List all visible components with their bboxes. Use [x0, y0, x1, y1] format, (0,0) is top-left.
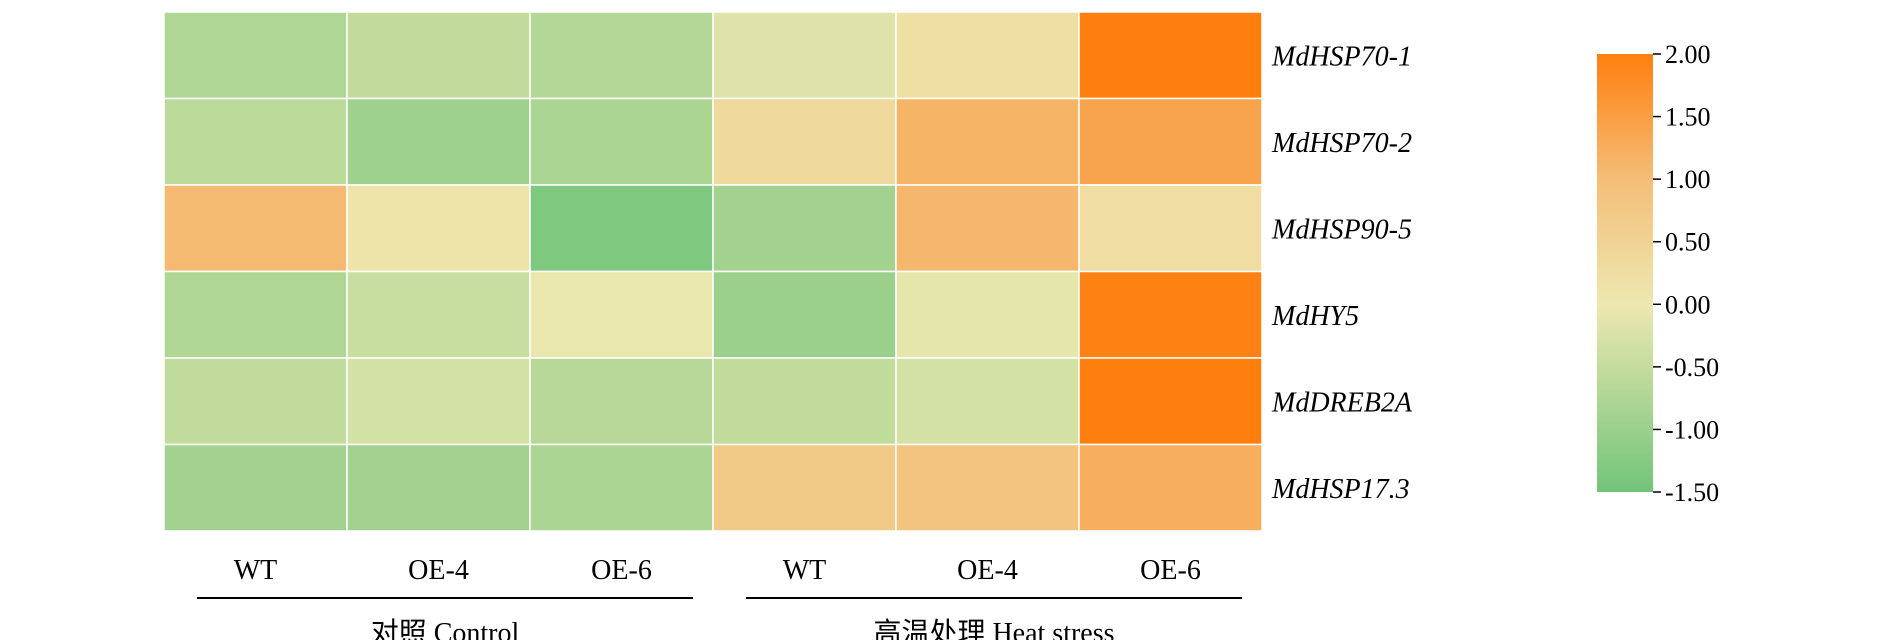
heatmap-cell	[1078, 184, 1263, 273]
row-label: MdHY5	[1271, 301, 1359, 332]
heatmap-cell	[895, 357, 1080, 446]
row-label: MdHSP90-5	[1271, 214, 1412, 245]
heatmap-cell	[529, 11, 714, 100]
heatmap-cell	[163, 443, 348, 532]
heatmap-cell	[1078, 11, 1263, 100]
heatmap-cell	[163, 184, 348, 273]
colorbar-tick-label: 1.50	[1665, 103, 1711, 132]
row-label: MdHSP70-1	[1271, 41, 1412, 72]
heatmap-cell	[346, 443, 531, 532]
heatmap-cell	[712, 184, 897, 273]
heatmap-cell	[346, 11, 531, 100]
column-label: OE-6	[591, 555, 652, 586]
column-labels: WT OE-4 OE-6 WT OE-4 OE-6	[234, 555, 1201, 586]
heatmap-cells	[163, 11, 1263, 532]
column-label: OE-4	[957, 555, 1018, 586]
group-label: 高温处理 Heat stress	[873, 617, 1114, 640]
heatmap-cell	[346, 270, 531, 359]
colorbar-tick-label: 1.00	[1665, 165, 1711, 194]
colorbar-tick-label: 0.50	[1665, 228, 1711, 257]
heatmap-cell	[1078, 97, 1263, 186]
colorbar	[1597, 54, 1653, 492]
row-label: MdHSP70-2	[1271, 128, 1412, 159]
heatmap-cell	[529, 270, 714, 359]
heatmap-cell	[712, 357, 897, 446]
colorbar-tick-label: -1.50	[1665, 478, 1719, 507]
heatmap-cell	[163, 97, 348, 186]
row-labels: MdHSP70-1 MdHSP70-2 MdHSP90-5 MdHY5 MdDREB2A…	[1271, 41, 1413, 505]
heatmap-cell	[712, 11, 897, 100]
heatmap-cell	[346, 357, 531, 446]
group-label: 对照 Control	[371, 617, 520, 640]
column-label: WT	[783, 555, 827, 586]
heatmap-cell	[529, 443, 714, 532]
heatmap-cell	[712, 97, 897, 186]
heatmap-cell	[712, 443, 897, 532]
heatmap-cell	[1078, 357, 1263, 446]
heatmap-cell	[529, 184, 714, 273]
heatmap-cell	[895, 11, 1080, 100]
row-label: MdHSP17.3	[1271, 474, 1410, 505]
heatmap-cell	[1078, 443, 1263, 532]
heatmap-cell	[346, 184, 531, 273]
colorbar-tick-label: 0.00	[1665, 290, 1711, 319]
heatmap-cell	[712, 270, 897, 359]
heatmap-cell	[529, 357, 714, 446]
heatmap-cell	[163, 270, 348, 359]
column-label: WT	[234, 555, 278, 586]
heatmap-cell	[346, 97, 531, 186]
colorbar-tick-label: -1.00	[1665, 415, 1719, 444]
colorbar-tick-label: -0.50	[1665, 353, 1719, 382]
heatmap-cell	[895, 270, 1080, 359]
heatmap-cell	[895, 443, 1080, 532]
group-labels: 对照 Control 高温处理 Heat stress	[371, 617, 1115, 640]
heatmap-cell	[895, 184, 1080, 273]
colorbar-ticks: 2.00 1.50 1.00 0.50 0.00 -0.50 -1.00 -1.50	[1653, 40, 1719, 507]
heatmap-cell	[163, 11, 348, 100]
column-label: OE-6	[1140, 555, 1201, 586]
row-label: MdDREB2A	[1271, 387, 1413, 418]
column-label: OE-4	[408, 555, 469, 586]
heatmap-cell	[1078, 270, 1263, 359]
colorbar-tick-label: 2.00	[1665, 40, 1711, 69]
heatmap-cell	[895, 97, 1080, 186]
heatmap-cell	[163, 357, 348, 446]
heatmap-cell	[529, 97, 714, 186]
